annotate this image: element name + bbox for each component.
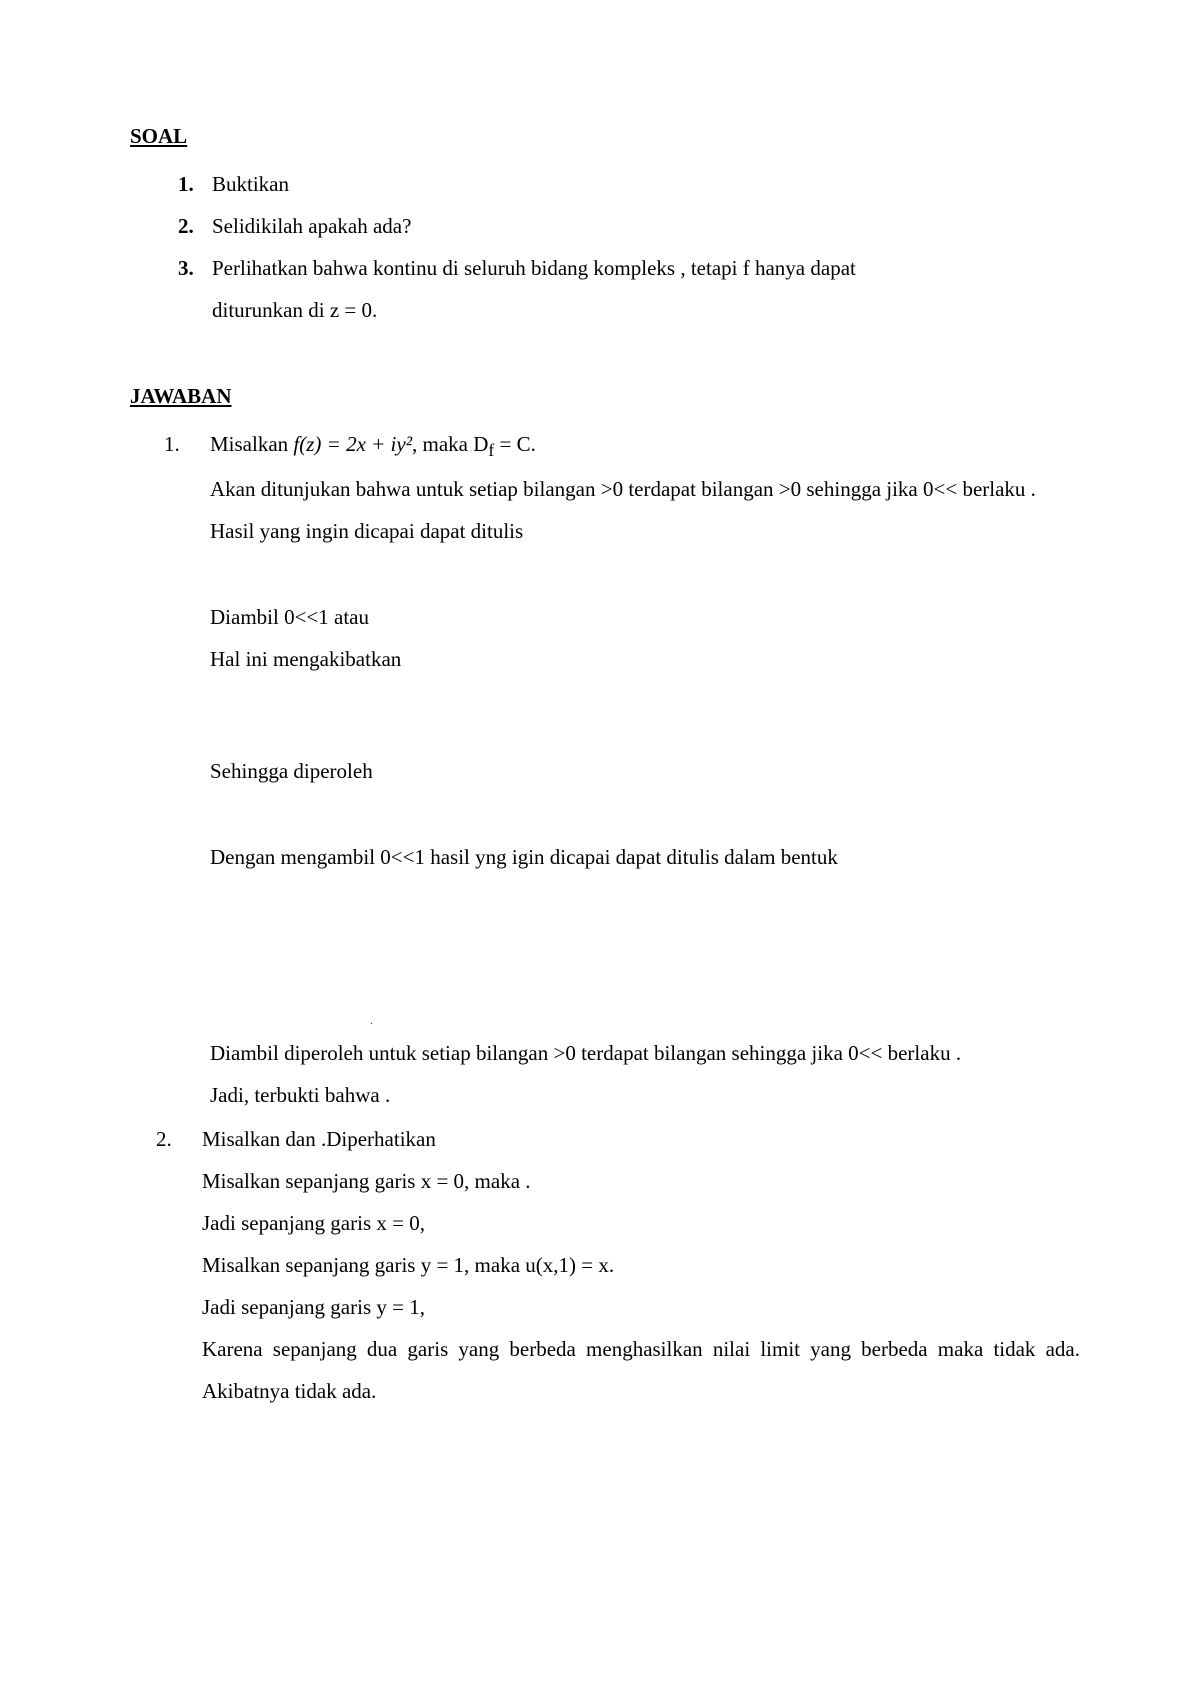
ans2-line4: Misalkan sepanjang garis y = 1, maka u(x… xyxy=(202,1244,1080,1286)
soal-text-1: Buktikan xyxy=(212,163,1080,205)
ans1-l1-c: , maka D xyxy=(412,432,488,456)
jawaban-heading: JAWABAN xyxy=(130,375,1080,417)
soal-3-line-a: Perlihatkan bahwa kontinu di seluruh bid… xyxy=(212,247,1080,289)
ans2-line5: Jadi sepanjang garis y = 1, xyxy=(202,1286,1080,1328)
soal-heading: SOAL xyxy=(130,115,1080,157)
soal-3-line-b: diturunkan di z = 0. xyxy=(212,289,1080,331)
answer-2: 2. Misalkan dan .Diperhatikan Misalkan s… xyxy=(156,1118,1080,1412)
soal-item-1: 1. Buktikan xyxy=(178,163,1080,205)
ans1-line3: Hasil yang ingin dicapai dapat ditulis xyxy=(210,510,1080,552)
ans2-line2: Misalkan sepanjang garis x = 0, maka . xyxy=(202,1160,1080,1202)
ans1-l1-b: f(z) = 2x + iy² xyxy=(293,432,412,456)
ans1-l1-a: Misalkan xyxy=(210,432,293,456)
soal-num-1: 1. xyxy=(178,163,212,205)
ans1-line1: Misalkan f(z) = 2x + iy², maka Df = C. xyxy=(210,423,1080,468)
ans1-line7: Dengan mengambil 0<<1 hasil yng igin dic… xyxy=(210,836,1080,878)
ans1-l1-e: = C. xyxy=(494,432,536,456)
soal-num-3: 3. xyxy=(178,247,212,331)
answer-1-body: Misalkan f(z) = 2x + iy², maka Df = C. A… xyxy=(210,423,1080,1116)
answer-2-body: Misalkan dan .Diperhatikan Misalkan sepa… xyxy=(202,1118,1080,1412)
soal-num-2: 2. xyxy=(178,205,212,247)
ans2-line3: Jadi sepanjang garis x = 0, xyxy=(202,1202,1080,1244)
soal-item-2: 2. Selidikilah apakah ada? xyxy=(178,205,1080,247)
ans1-line6: Sehingga diperoleh xyxy=(210,750,1080,792)
ans1-line5: Hal ini mengakibatkan xyxy=(210,638,1080,680)
document-page: SOAL 1. Buktikan 2. Selidikilah apakah a… xyxy=(0,0,1200,1698)
soal-list: 1. Buktikan 2. Selidikilah apakah ada? 3… xyxy=(130,163,1080,331)
soal-text-2: Selidikilah apakah ada? xyxy=(212,205,1080,247)
answer-1: 1. Misalkan f(z) = 2x + iy², maka Df = C… xyxy=(156,423,1080,1116)
answer-2-num: 2. xyxy=(156,1118,202,1412)
ans2-line6: Karena sepanjang dua garis yang berbeda … xyxy=(202,1328,1080,1412)
soal-item-3: 3. Perlihatkan bahwa kontinu di seluruh … xyxy=(178,247,1080,331)
ans1-line8: Diambil diperoleh untuk setiap bilangan … xyxy=(210,1032,1080,1074)
answer-list: 1. Misalkan f(z) = 2x + iy², maka Df = C… xyxy=(130,423,1080,1412)
ans1-line2: Akan ditunjukan bahwa untuk setiap bilan… xyxy=(210,468,1080,510)
answer-1-num: 1. xyxy=(156,423,210,1116)
soal-text-3: Perlihatkan bahwa kontinu di seluruh bid… xyxy=(212,247,1080,331)
ans2-line1: Misalkan dan .Diperhatikan xyxy=(202,1118,1080,1160)
ans1-line4: Diambil 0<<1 atau xyxy=(210,596,1080,638)
ans1-dot: . xyxy=(210,1008,1080,1032)
ans1-line9: Jadi, terbukti bahwa . xyxy=(210,1074,1080,1116)
